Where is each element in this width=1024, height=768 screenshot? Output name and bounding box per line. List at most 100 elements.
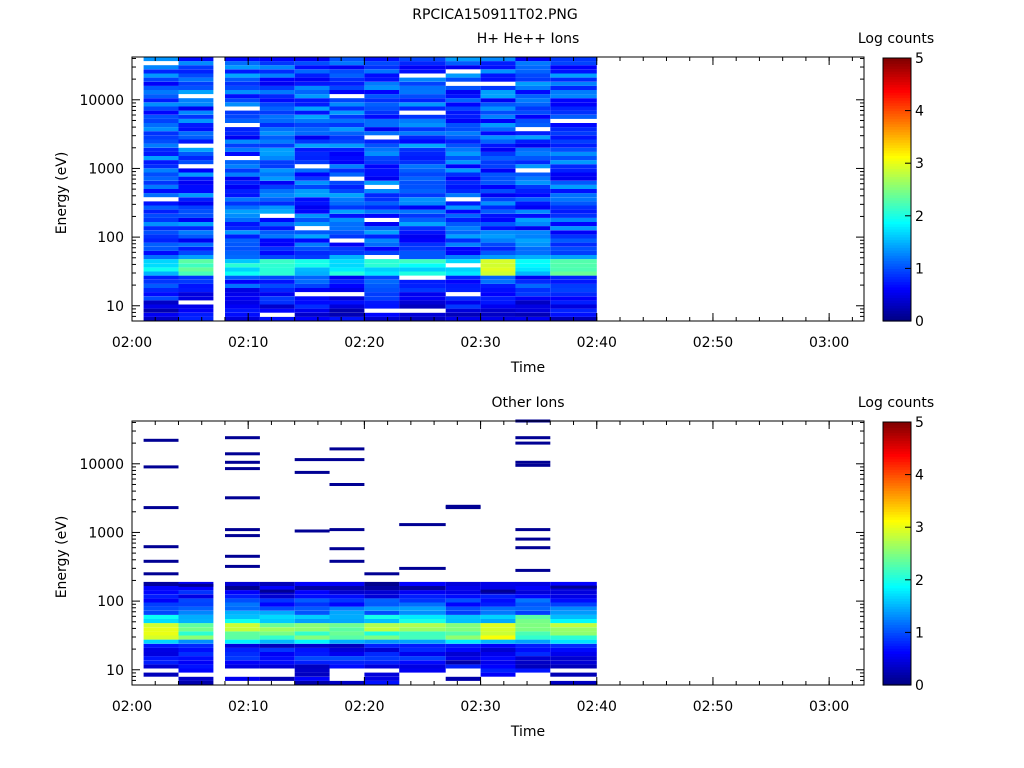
heatmap-cell	[550, 619, 597, 624]
heatmap-cell	[143, 292, 179, 297]
heatmap-cell	[480, 242, 516, 247]
colorbar-segment	[883, 94, 911, 99]
heatmap-cell	[143, 222, 179, 227]
heatmap-cell	[143, 164, 179, 169]
heatmap-cell	[399, 602, 446, 607]
heatmap-cell	[294, 586, 330, 591]
colorbar-segment	[883, 658, 911, 662]
heatmap-cell	[515, 271, 551, 276]
heatmap-cell	[445, 151, 481, 156]
colorbar-segment	[883, 71, 911, 75]
heatmap-cell	[225, 201, 260, 206]
heatmap-cell	[178, 114, 214, 119]
heatmap-line	[515, 537, 551, 541]
heatmap-cell	[143, 259, 179, 264]
heatmap-cell	[294, 160, 330, 165]
colorbar-segment	[883, 508, 911, 513]
colorbar-segment	[883, 249, 911, 254]
heatmap-cell	[515, 114, 551, 119]
heatmap-cell	[225, 639, 260, 644]
heatmap-cell	[480, 106, 516, 111]
heatmap-cell	[399, 164, 446, 169]
heatmap-cell	[329, 619, 365, 624]
heatmap-cell	[515, 304, 551, 309]
heatmap-cell	[445, 627, 481, 632]
heatmap-cell	[329, 631, 365, 636]
heatmap-cell	[178, 127, 214, 132]
heatmap-cell	[143, 201, 179, 206]
heatmap-cell	[515, 275, 551, 280]
heatmap-cell	[143, 85, 179, 90]
heatmap-cell	[445, 238, 481, 243]
heatmap-cell	[364, 631, 400, 636]
heatmap-cell	[259, 234, 295, 239]
heatmap-cell	[515, 259, 551, 264]
heatmap-cell	[364, 288, 400, 293]
heatmap-cell	[399, 594, 446, 599]
heatmap-cell	[259, 201, 295, 206]
heatmap-cell	[294, 168, 330, 173]
heatmap-cell	[225, 242, 260, 247]
heatmap-line	[364, 572, 400, 576]
heatmap-cell	[225, 623, 260, 628]
heatmap-cell	[550, 180, 597, 185]
heatmap-cell	[329, 250, 365, 255]
colorbar-segment	[883, 661, 911, 665]
heatmap-cell	[515, 176, 551, 181]
heatmap-cell	[364, 300, 400, 305]
heatmap-cell	[480, 614, 516, 619]
heatmap-cell	[550, 69, 597, 74]
heatmap-cell	[294, 660, 330, 665]
heatmap-cell	[294, 106, 330, 111]
heatmap-cell	[399, 168, 446, 173]
heatmap-cell	[550, 664, 597, 669]
heatmap-cell	[259, 586, 295, 591]
heatmap-cell	[445, 283, 481, 288]
heatmap-cell	[515, 135, 551, 140]
heatmap-cell	[259, 118, 295, 123]
heatmap-cell	[364, 61, 400, 66]
heatmap-cell	[399, 234, 446, 239]
heatmap-cell	[480, 660, 516, 665]
heatmap-cell	[480, 304, 516, 309]
heatmap-cell	[294, 238, 330, 243]
heatmap-cell	[550, 164, 597, 169]
heatmap-cell	[445, 180, 481, 185]
panel-title: Other Ions	[491, 395, 564, 411]
heatmap-cell	[225, 288, 260, 293]
heatmap-cell	[515, 193, 551, 198]
heatmap-cell	[329, 263, 365, 268]
heatmap-cell	[259, 652, 295, 657]
heatmap-cell	[329, 271, 365, 276]
heatmap-cell	[143, 643, 179, 648]
heatmap-cell	[515, 660, 551, 665]
heatmap-cell	[178, 230, 214, 235]
heatmap-cell	[445, 172, 481, 177]
heatmap-cell	[329, 639, 365, 644]
heatmap-cell	[550, 65, 597, 70]
x-tick-label: 02:00	[112, 335, 152, 351]
heatmap-cell	[480, 102, 516, 107]
heatmap-cell	[364, 209, 400, 214]
heatmap-cell	[329, 197, 365, 202]
heatmap-cell	[259, 304, 295, 309]
heatmap-cell	[259, 606, 295, 611]
colorbar-segment	[883, 516, 911, 520]
heatmap-cell	[480, 639, 516, 644]
heatmap-cell	[445, 230, 481, 235]
heatmap-cell	[364, 69, 400, 74]
heatmap-cell	[294, 635, 330, 640]
heatmap-cell	[480, 118, 516, 123]
heatmap-cell	[550, 168, 597, 173]
heatmap-line	[515, 463, 551, 467]
heatmap-cell	[364, 250, 400, 255]
heatmap-cell	[364, 114, 400, 119]
heatmap-cell	[445, 205, 481, 210]
heatmap-cell	[143, 647, 179, 652]
heatmap-cell	[550, 189, 597, 194]
heatmap-cell	[329, 90, 365, 95]
heatmap-cell	[445, 656, 481, 661]
heatmap-cell	[515, 209, 551, 214]
heatmap-cell	[178, 106, 214, 111]
heatmap-cell	[259, 594, 295, 599]
